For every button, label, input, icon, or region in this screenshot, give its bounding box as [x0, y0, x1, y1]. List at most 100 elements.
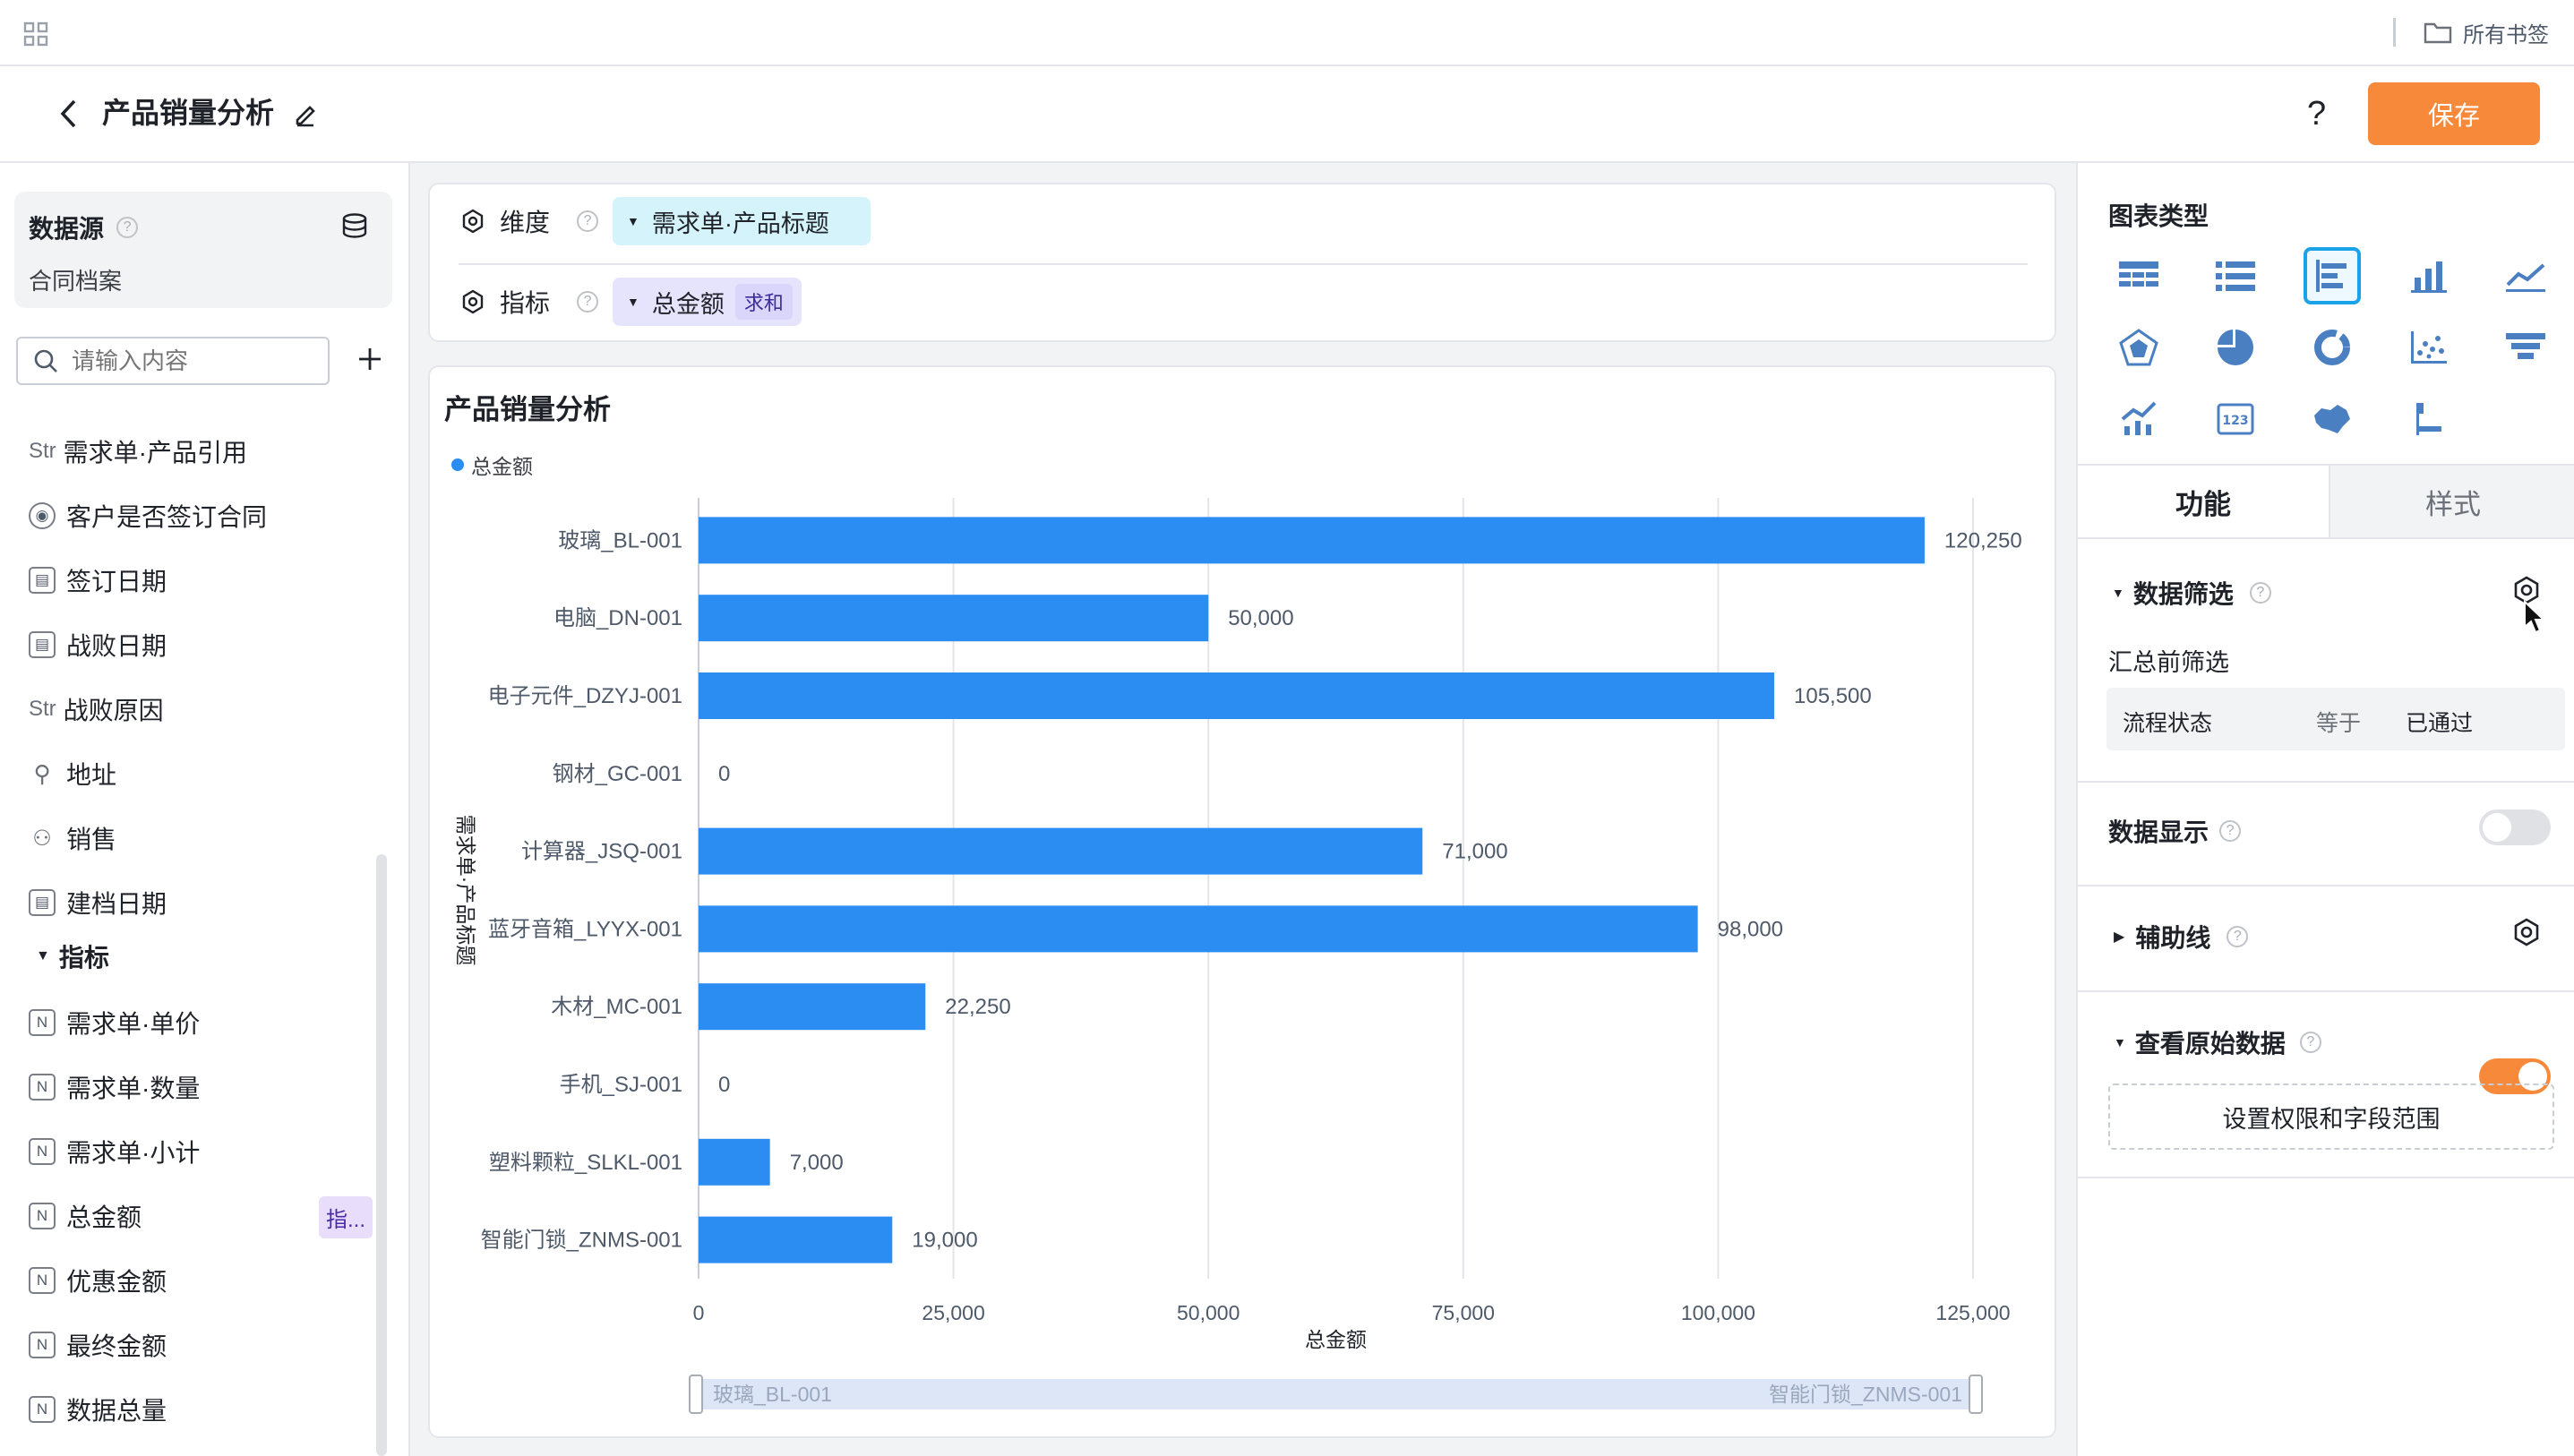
permission-button[interactable]: 设置权限和字段范围: [2108, 1083, 2554, 1150]
data-label: 98,000: [1718, 917, 1783, 941]
filter-operator: 等于: [2316, 711, 2362, 736]
data-label: 22,250: [945, 995, 1010, 1019]
y-tick-label: 蓝牙音箱_LYYX-001: [488, 917, 682, 941]
field-item[interactable]: N 最终金额: [29, 1313, 369, 1377]
dimension-pill[interactable]: ▼ 需求单·产品标题: [613, 197, 871, 245]
caret-right-icon: ▶: [2114, 929, 2125, 945]
donut-chart-icon[interactable]: [2304, 319, 2361, 376]
help-circle-icon[interactable]: ?: [2299, 1032, 2321, 1053]
help-circle-icon[interactable]: ?: [116, 217, 139, 238]
pie-chart-icon[interactable]: [2207, 319, 2264, 376]
list-chart-icon[interactable]: [2207, 247, 2264, 304]
chart-title: 产品销量分析: [444, 394, 611, 425]
filter-value: 已通过: [2406, 711, 2474, 736]
field-item[interactable]: ▤ 建档日期: [29, 870, 369, 935]
field-item[interactable]: N 优惠金额: [29, 1248, 369, 1313]
metric-label: 指标: [500, 289, 551, 317]
column-chart-icon[interactable]: [2400, 247, 2458, 304]
x-tick-label: 75,000: [1432, 1301, 1495, 1324]
save-button[interactable]: 保存: [2368, 82, 2540, 145]
table-chart-icon[interactable]: [2110, 247, 2167, 304]
aux-line-settings-icon[interactable]: [2511, 917, 2542, 947]
settings-icon[interactable]: [460, 209, 485, 234]
data-label: 120,250: [1944, 528, 2022, 552]
apps-grid-icon[interactable]: [23, 21, 48, 47]
add-icon[interactable]: [355, 344, 385, 374]
tab-style[interactable]: 样式: [2330, 466, 2574, 537]
help-circle-icon[interactable]: ?: [577, 210, 599, 232]
bar: [699, 905, 1698, 953]
help-circle-icon[interactable]: ?: [577, 291, 599, 313]
waterfall-chart-icon[interactable]: [2400, 390, 2458, 448]
search-field[interactable]: [16, 337, 330, 385]
field-item[interactable]: Str 战败原因: [29, 697, 164, 724]
left-scrollbar[interactable]: [376, 854, 387, 1456]
field-item[interactable]: N 总金额 指...: [29, 1184, 373, 1248]
funnel-chart-icon[interactable]: [2497, 319, 2554, 376]
field-item[interactable]: ▤ 签订日期: [29, 548, 369, 612]
data-label: 50,000: [1228, 606, 1293, 630]
field-item[interactable]: ▤ 战败日期: [29, 612, 369, 677]
help-circle-icon[interactable]: ?: [2249, 582, 2271, 604]
in-use-badge: 指...: [318, 1196, 373, 1238]
range-slider-track: [695, 1379, 1977, 1409]
aux-line-header[interactable]: ▶ 辅助线 ?: [2114, 919, 2249, 955]
back-icon[interactable]: [56, 98, 82, 129]
field-item[interactable]: Str 需求单·产品引用: [29, 439, 247, 467]
radar-chart-icon[interactable]: [2110, 319, 2167, 376]
data-label: 105,500: [1794, 684, 1872, 708]
combo-chart-icon[interactable]: [2110, 390, 2167, 448]
range-slider-handle-end: [1969, 1375, 1983, 1414]
filter-field: 流程状态: [2123, 711, 2213, 736]
indicator-card-icon[interactable]: 123: [2207, 390, 2264, 448]
bar: [699, 1216, 893, 1263]
data-display-toggle[interactable]: [2479, 809, 2551, 845]
help-icon[interactable]: ?: [2307, 95, 2327, 133]
settings-panel: 图表类型 123 功能 样式 ▼ 数据筛选 ? 汇总前筛选 流程状态 等于 已通…: [2076, 163, 2574, 1456]
data-display-label: 数据显示: [2108, 818, 2209, 846]
number-type-icon: N: [29, 1009, 56, 1036]
field-item[interactable]: ⚇ 销售: [29, 806, 369, 870]
chart-legend[interactable]: 总金额: [451, 450, 533, 480]
horizontal-bar-chart-icon[interactable]: [2304, 247, 2361, 304]
bar: [699, 517, 1925, 564]
y-tick-label: 钢材_GC-001: [553, 762, 682, 786]
page-header: 产品销量分析 ? 保存: [0, 66, 2574, 163]
data-filter-header[interactable]: ▼ 数据筛选 ?: [2112, 575, 2271, 611]
metric-pill[interactable]: ▼ 总金额 求和: [613, 278, 802, 326]
y-tick-label: 玻璃_BL-001: [558, 528, 682, 552]
tab-function[interactable]: 功能: [2078, 466, 2330, 537]
datasource-card[interactable]: 数据源 ? 合同档案: [14, 192, 392, 308]
settings-tabs: 功能 样式: [2078, 464, 2574, 539]
scatter-chart-icon[interactable]: [2400, 319, 2458, 376]
edit-title-icon[interactable]: [292, 100, 319, 127]
database-icon[interactable]: [340, 211, 369, 240]
map-chart-icon[interactable]: [2304, 390, 2361, 448]
location-icon: ⚲: [33, 759, 51, 787]
field-item[interactable]: N 需求单·数量: [29, 1055, 369, 1119]
filter-row[interactable]: 流程状态 等于 已通过: [2106, 688, 2565, 750]
raw-data-header[interactable]: ▼ 查看原始数据 ?: [2114, 1024, 2321, 1060]
help-circle-icon[interactable]: ?: [2219, 820, 2242, 842]
field-item[interactable]: N 数据总量: [29, 1377, 369, 1442]
bar: [699, 983, 926, 1031]
dimension-field-list: Str 需求单·产品引用 ◉ 客户是否签订合同 ▤ 签订日期 ▤ 战败日期 Str 战败原…: [29, 419, 369, 935]
page-title: 产品销量分析: [102, 97, 275, 129]
bar-chart: 0 25,000 50,000 75,000 100,000 125,000 玻璃_BL-0…: [454, 498, 2022, 1414]
field-item[interactable]: N 需求单·单价: [29, 990, 369, 1055]
bookmarks-link[interactable]: 所有书签: [2424, 18, 2549, 47]
field-item[interactable]: ⚲ 地址: [29, 741, 369, 806]
help-circle-icon[interactable]: ?: [2227, 926, 2249, 947]
settings-icon[interactable]: [460, 289, 485, 314]
raw-data-toggle[interactable]: [2479, 1058, 2551, 1094]
calendar-icon: ▤: [29, 889, 56, 916]
metrics-group-header[interactable]: ▼ 指标: [36, 944, 109, 972]
search-input[interactable]: [70, 346, 324, 376]
field-item[interactable]: N 需求单·小计: [29, 1119, 369, 1184]
data-label: 71,000: [1442, 840, 1507, 864]
field-item[interactable]: ◉ 客户是否签订合同: [29, 484, 369, 548]
divider: [2078, 1177, 2574, 1178]
bar: [699, 595, 1209, 642]
line-chart-icon[interactable]: [2497, 247, 2554, 304]
caret-down-icon: ▼: [627, 295, 639, 309]
